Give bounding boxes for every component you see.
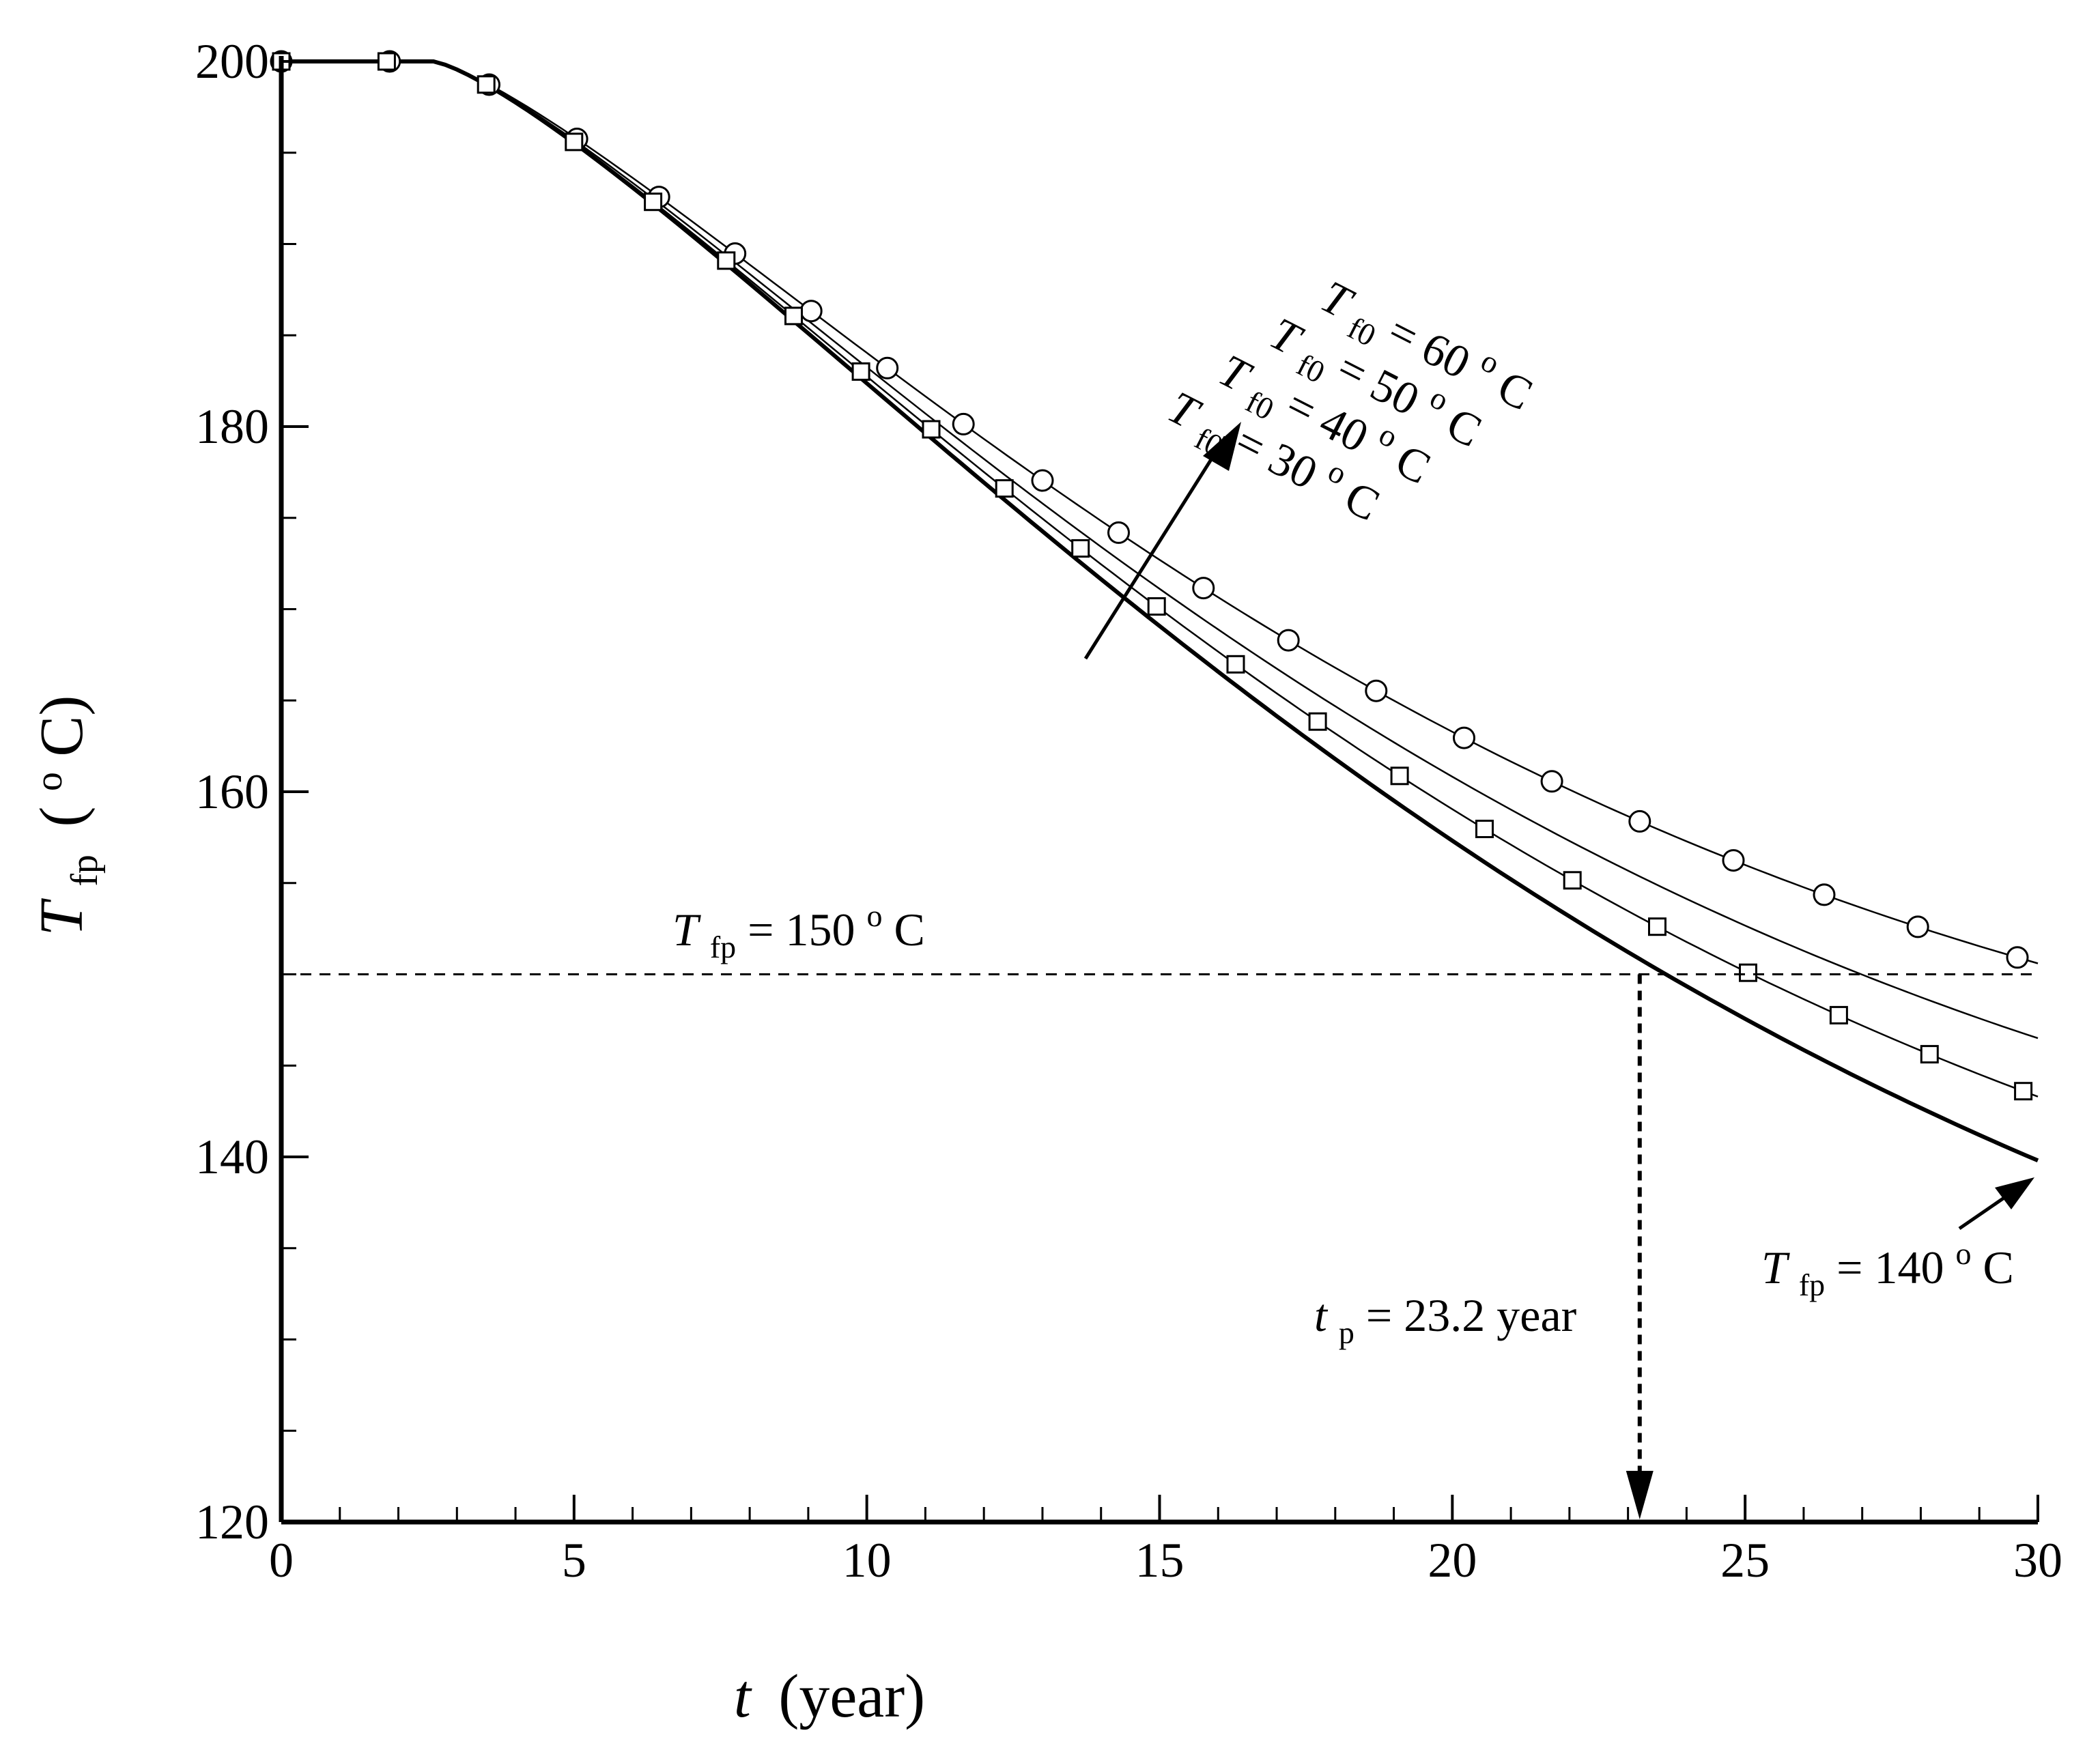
marker-square-4 [644,192,663,212]
y-tick-label: 180 [195,399,269,454]
marker-square-1 [377,52,396,71]
y-axis-title-group: T fp ( o C) [8,695,111,936]
marker-square-12 [1226,655,1245,674]
x-tick-label: 0 [269,1533,294,1588]
reference-label-text: = 150 [748,904,866,956]
marker-square-13 [1308,712,1327,731]
marker-square-15 [1475,820,1494,838]
legend-label-60-unit: C [1490,360,1541,420]
y-axis-var: T [28,898,96,936]
tp-label: t p = 23.2 year [1314,1289,1577,1353]
x-tick-label: 30 [2013,1533,2062,1588]
final-label: T fp = 140 o C [1761,1222,2014,1306]
legend-label-30-unit: C [1337,471,1388,531]
marker-square-20 [1920,1045,1939,1064]
y-tick-label: 160 [195,764,269,819]
x-axis-unit: (year) [778,1663,925,1730]
final-label-text: = 140 [1836,1242,1955,1293]
marker-square-17 [1648,917,1666,936]
marker-circle-18 [1813,883,1836,906]
legend-label-30-sub: f0 [1189,420,1228,463]
marker-circle-19 [1906,915,1929,938]
marker-square-6 [784,306,803,326]
marker-square-7 [851,362,870,381]
marker-square-11 [1147,597,1166,616]
marker-circle-17 [1722,849,1745,872]
marker-square-2 [477,75,496,94]
reference-label-unit: C [894,904,925,956]
tp-label-var: t [1314,1289,1329,1341]
reference-label-sub: fp [710,930,736,964]
marker-square-18 [1739,963,1757,982]
x-tick-label: 5 [562,1533,586,1588]
marker-circle-15 [1540,770,1563,793]
marker-circle-8 [952,412,975,435]
series-line-40 [281,60,2039,1098]
reference-label-var: T [672,904,701,956]
reference-label: T fp = 150 o C [672,885,925,968]
series-line-60 [281,60,2039,964]
marker-circle-11 [1192,577,1215,600]
y-tick-label: 140 [195,1130,269,1184]
axes-layer: 0 5 10 15 20 25 30 120 140 160 180 200 [195,34,2062,1588]
y-axis-unit-post: C) [28,695,96,757]
y-axis-unit-pre: ( [28,807,96,827]
trend-arrowhead [1203,422,1241,471]
legend-label-50-unit: C [1438,397,1490,457]
marker-circle-12 [1277,629,1300,652]
marker-square-19 [1829,1005,1848,1024]
trend-arrow-shaft [1083,435,1228,660]
marker-layer [270,50,2033,1101]
marker-circle-10 [1107,521,1130,544]
series-line-50 [281,60,2039,1039]
reference-label-sup: o [867,898,883,933]
y-axis-sub: fp [63,855,106,887]
marker-square-16 [1563,871,1582,890]
annotation-layer [281,422,2038,1519]
tp-arrowhead [1626,1471,1654,1519]
y-tick-label: 200 [195,34,269,89]
marker-circle-13 [1365,679,1388,702]
marker-circle-9 [1031,469,1054,492]
tp-label-text: = 23.2 year [1366,1289,1577,1341]
tp-label-sub: p [1339,1315,1354,1350]
final-label-sup: o [1956,1236,1972,1271]
marker-circle-16 [1628,809,1651,833]
x-axis-var: t [734,1663,752,1730]
x-axis-title: t (year) [734,1663,925,1730]
legend-labels: T f0 = 60 o C T f0 = 50 o C T f0 = 40 o … [1160,270,1541,531]
legend-label-40-unit: C [1388,434,1439,494]
final-label-var: T [1761,1242,1790,1293]
marker-circle-14 [1453,726,1475,749]
marker-square-5 [717,251,736,270]
x-tick-label: 20 [1428,1533,1477,1588]
final-arrowhead [1995,1177,2034,1209]
x-tick-label: 25 [1720,1533,1770,1588]
y-axis-title: T fp ( o C) [8,695,111,936]
marker-square-8 [922,420,941,439]
marker-square-14 [1390,766,1409,786]
final-label-unit: C [1983,1242,2014,1293]
marker-circle-20 [2006,946,2029,969]
final-label-sub: fp [1799,1267,1825,1302]
marker-square-10 [1071,539,1090,558]
x-tick-label: 10 [842,1533,892,1588]
marker-square-9 [995,479,1014,498]
marker-circle-7 [876,356,899,379]
marker-circle-6 [799,300,823,323]
marker-square-21 [2014,1082,2033,1101]
x-tick-label: 15 [1135,1533,1184,1588]
marker-square-3 [565,132,584,152]
y-axis-unit-sup: o [28,772,70,791]
y-tick-label: 120 [195,1495,269,1549]
